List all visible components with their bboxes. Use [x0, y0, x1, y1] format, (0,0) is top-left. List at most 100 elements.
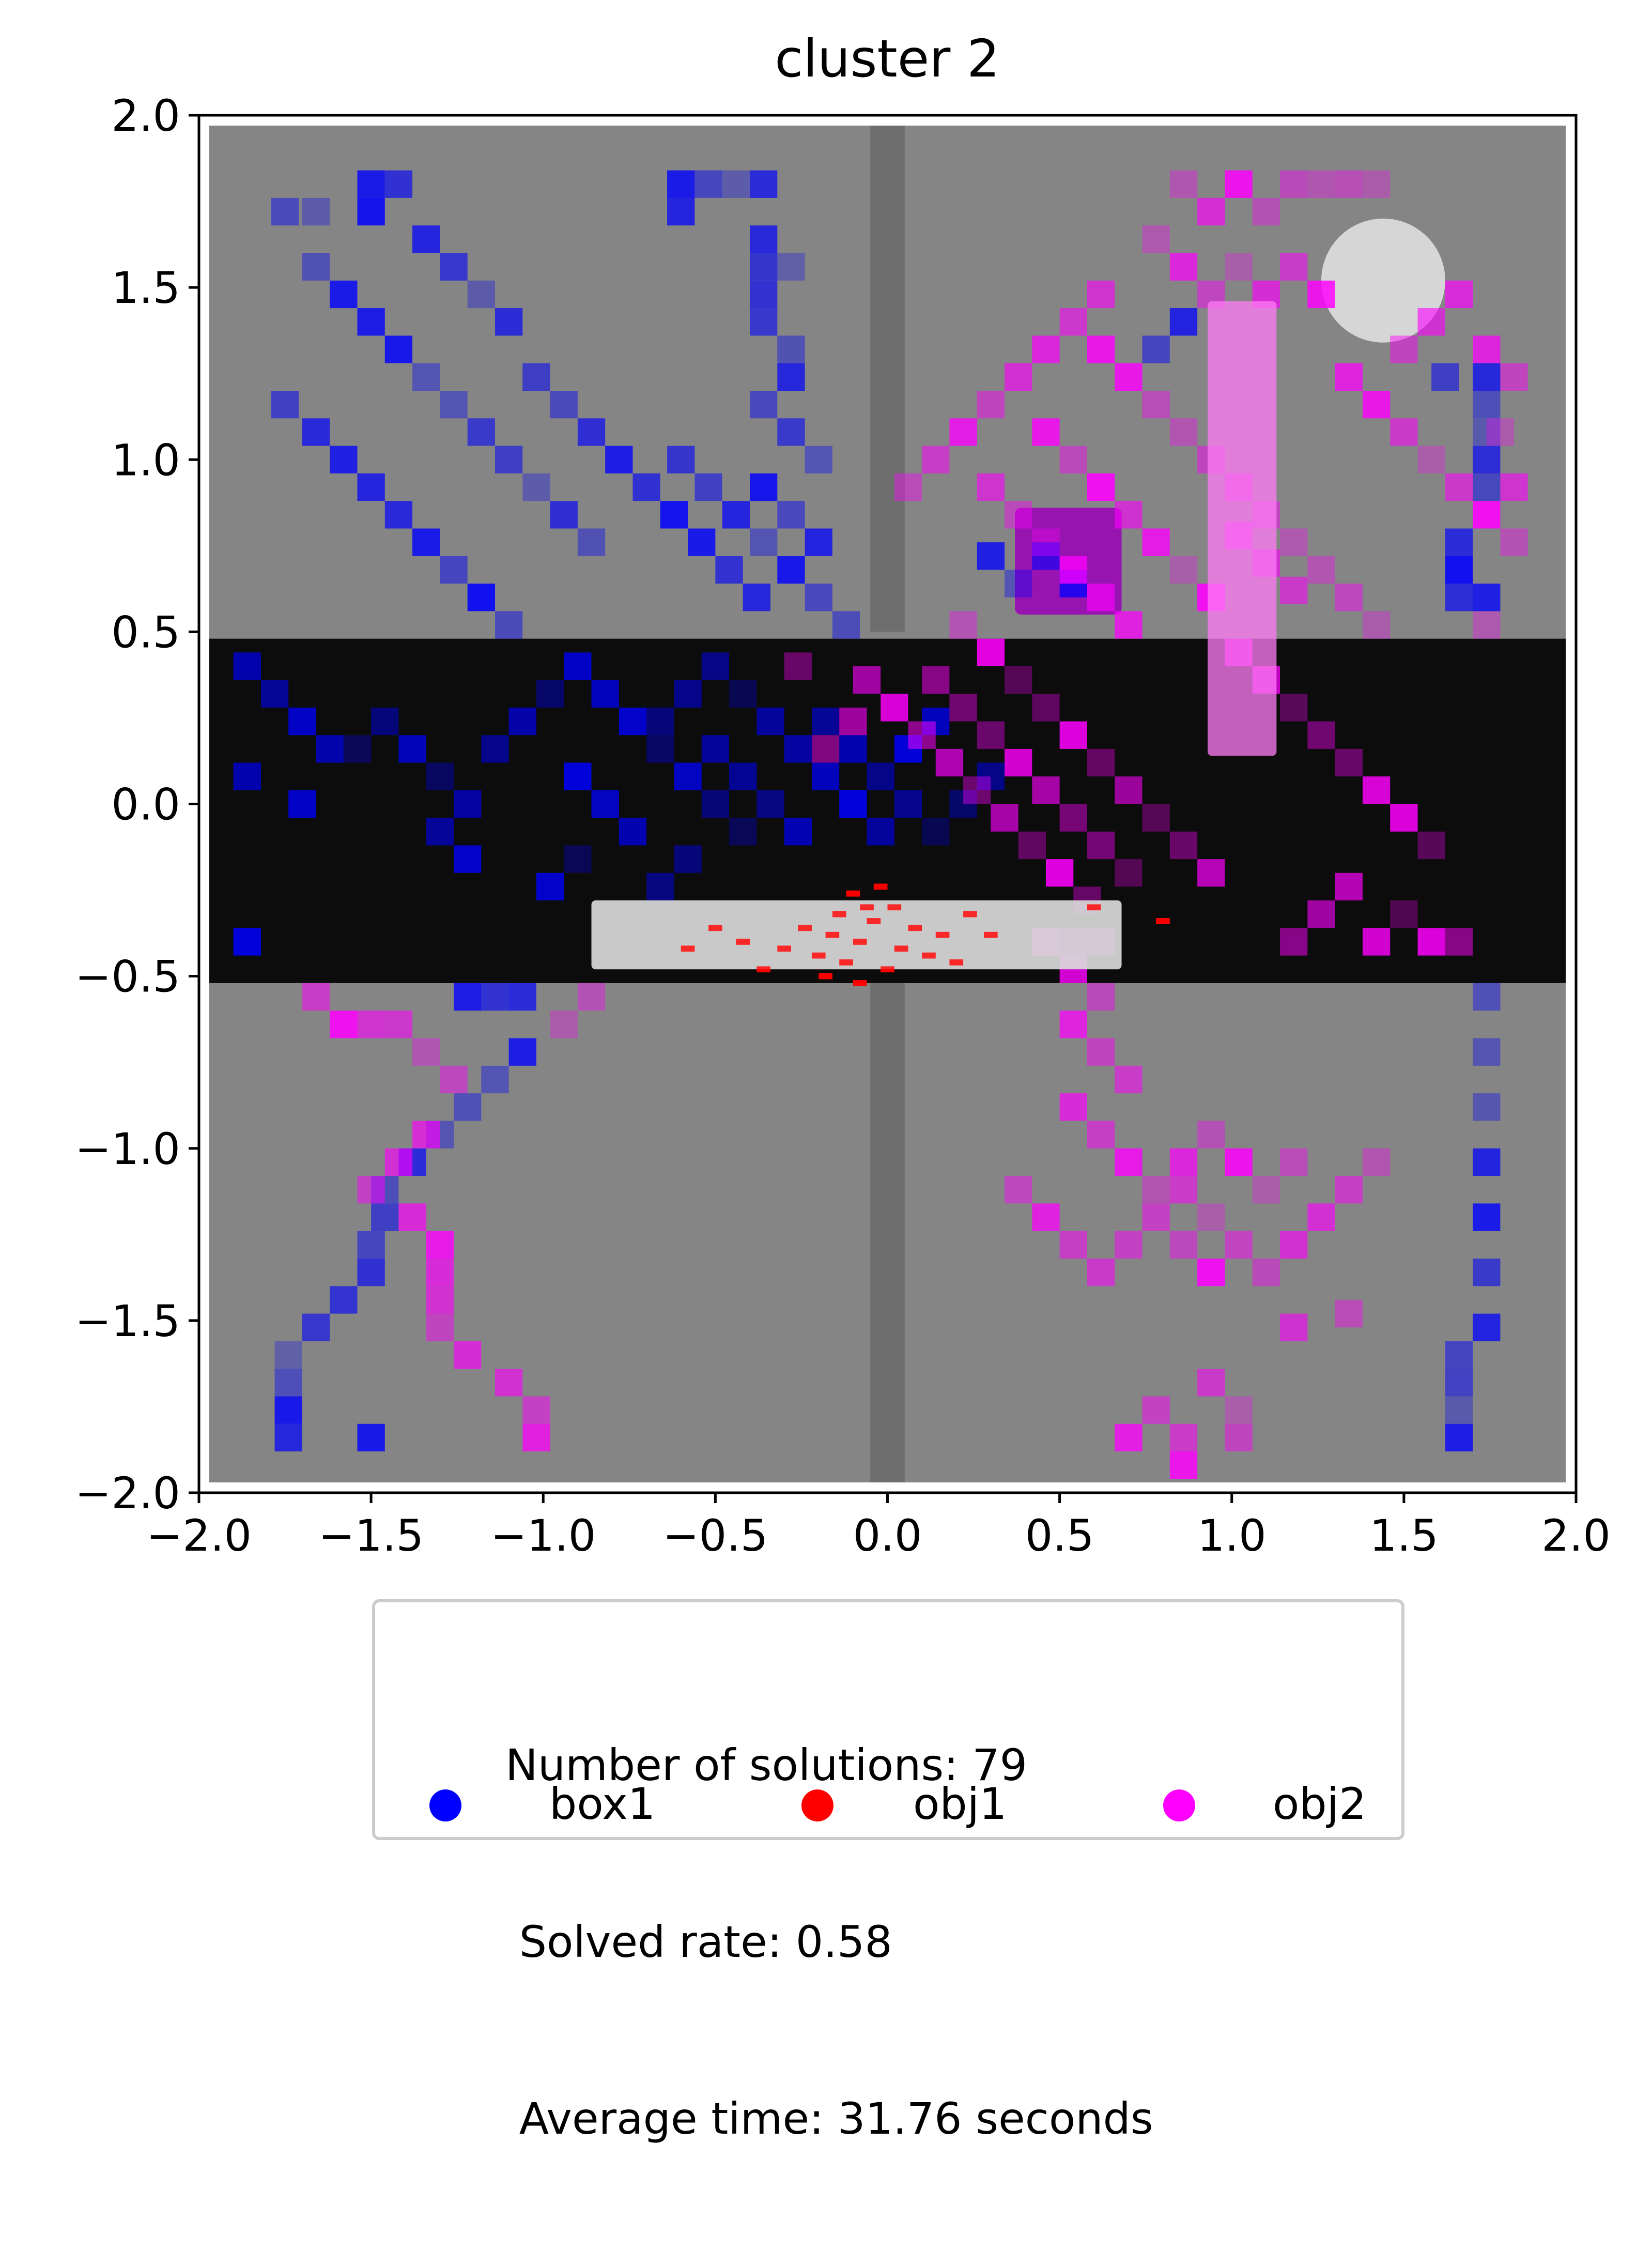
heatmap-cell-obj2: [1032, 776, 1060, 804]
heatmap-cell-box1: [454, 1093, 482, 1121]
heatmap-cell-obj1: [708, 925, 722, 931]
legend-label-obj1: obj1: [913, 1779, 1007, 1829]
series-box1: [233, 170, 1501, 1452]
heatmap-cell-obj2: [1032, 335, 1060, 363]
heatmap-cell-obj2: [1225, 1231, 1253, 1259]
heatmap-cell-obj2: [1197, 859, 1225, 887]
x-tick-label: 2.0: [1541, 1510, 1611, 1561]
legend-marker-obj2: [1163, 1789, 1195, 1821]
heatmap-cell-box1: [1445, 1341, 1473, 1369]
x-tick-label: −1.5: [318, 1510, 424, 1561]
heatmap-cell-obj2: [1225, 1148, 1253, 1176]
heatmap-cell-obj2: [977, 638, 1005, 666]
heatmap-cell-box1: [1445, 528, 1473, 556]
heatmap-cell-obj2: [1280, 1148, 1308, 1176]
heatmap-cell-box1: [288, 790, 316, 818]
chart-title: cluster 2: [775, 28, 1000, 89]
heatmap-cell-box1: [605, 446, 633, 473]
heatmap-cell-obj2: [1445, 473, 1473, 501]
heatmap-cell-box1: [550, 501, 578, 529]
heatmap-cell-box1: [667, 197, 695, 226]
heatmap-cell-box1: [357, 1423, 385, 1452]
heatmap-cell-obj1: [777, 945, 791, 952]
heatmap-cell-box1: [694, 473, 722, 501]
heatmap-cell-box1: [674, 680, 702, 708]
heatmap-cell-box1: [750, 170, 778, 198]
heatmap-cell-obj1: [681, 945, 695, 952]
heatmap-cell-box1: [839, 790, 867, 818]
heatmap-cell-box1: [805, 446, 832, 473]
heatmap-cell-box1: [233, 928, 261, 956]
heatmap-cell-obj2: [1225, 1423, 1253, 1452]
heatmap-cell-box1: [674, 845, 702, 873]
heatmap-cell-obj2: [1335, 584, 1363, 611]
heatmap-cell-obj2: [1018, 831, 1046, 860]
heatmap-cell-obj2: [1362, 391, 1391, 419]
heatmap-cell-box1: [1032, 542, 1060, 570]
legend-line-average-time: Average time: 31.76 seconds: [505, 2093, 1153, 2144]
heatmap-cell-obj2: [1032, 418, 1060, 446]
heatmap-cell-box1: [977, 762, 1005, 790]
heatmap-cell-obj1: [873, 883, 888, 890]
heatmap-cell-box1: [454, 983, 482, 1011]
axes: −2.0 −1.5 −1.0 −0.5 0.0 0.5 1.0 1.5 2.0 2.0 1.5 1.0…: [75, 90, 1611, 1561]
heatmap-cell-obj2: [1335, 872, 1363, 901]
y-tick-label: 1.5: [111, 263, 180, 313]
heatmap-cell-obj2: [1390, 900, 1418, 928]
heatmap-cell-obj2: [1005, 363, 1032, 391]
heatmap-cell-obj2: [1417, 831, 1445, 860]
heatmap-cell-obj2: [922, 446, 950, 473]
heatmap-cell-obj1: [949, 959, 964, 966]
heatmap-cell-box1: [440, 556, 468, 584]
heatmap-cell-obj1: [887, 904, 902, 911]
heatmap-cell-box1: [922, 818, 950, 846]
heatmap-cell-box1: [660, 501, 688, 529]
heatmap-cell-box1: [1473, 983, 1501, 1011]
legend-line-solutions: Number of solutions: 79: [505, 1740, 1028, 1790]
heatmap-cell-obj2: [1115, 1231, 1142, 1259]
heatmap-cell-box1: [440, 391, 468, 419]
heatmap-cell-obj2: [1307, 900, 1335, 928]
scene-divider-top: [870, 125, 905, 632]
heatmap-cell-obj2: [330, 1010, 358, 1038]
scene-divider-bottom: [870, 983, 905, 1483]
heatmap-cell-box1: [1473, 446, 1501, 473]
heatmap-cell-box1: [1431, 363, 1459, 391]
heatmap-cell-box1: [467, 418, 495, 446]
heatmap-cell-box1: [316, 735, 344, 763]
heatmap-cell-box1: [271, 391, 299, 419]
heatmap-cell-obj2: [426, 1313, 454, 1341]
heatmap-cell-obj1: [798, 925, 812, 931]
heatmap-cell-obj2: [1059, 804, 1087, 832]
heatmap-cell-obj2: [426, 1286, 454, 1314]
heatmap-cell-box1: [1473, 1038, 1501, 1066]
heatmap-cell-obj2: [784, 652, 812, 680]
y-tick-label: −2.0: [75, 1468, 180, 1519]
heatmap-cell-box1: [357, 308, 385, 336]
heatmap-cell-obj2: [1059, 308, 1087, 336]
scene-white-bar: [591, 900, 1122, 970]
heatmap-cell-box1: [467, 280, 495, 309]
heatmap-cell-obj2: [1473, 501, 1501, 529]
heatmap-cell-box1: [646, 872, 674, 901]
heatmap-cell-obj2: [302, 983, 330, 1011]
heatmap-cell-box1: [591, 790, 619, 818]
heatmap-cell-box1: [867, 818, 894, 846]
heatmap-cell-box1: [894, 790, 922, 818]
heatmap-cell-box1: [384, 170, 413, 198]
heatmap-cell-obj2: [1197, 1121, 1225, 1149]
heatmap-cell-box1: [811, 762, 840, 790]
heatmap-cell-obj2: [1142, 1203, 1170, 1231]
heatmap-cell-obj2: [1169, 253, 1198, 281]
y-tick-label: −1.0: [75, 1124, 180, 1174]
heatmap-cell-obj2: [398, 1203, 426, 1231]
heatmap-cell-obj2: [1335, 1299, 1363, 1328]
heatmap-cell-obj1: [832, 911, 846, 917]
heatmap-cell-obj2: [894, 473, 922, 501]
heatmap-cell-obj2: [908, 721, 936, 749]
background-scene: [209, 125, 1566, 1483]
heatmap-cell-box1: [467, 584, 495, 611]
heatmap-cell-obj2: [1142, 528, 1170, 556]
heatmap-cell-box1: [426, 818, 454, 846]
heatmap-cell-obj2: [1115, 776, 1142, 804]
